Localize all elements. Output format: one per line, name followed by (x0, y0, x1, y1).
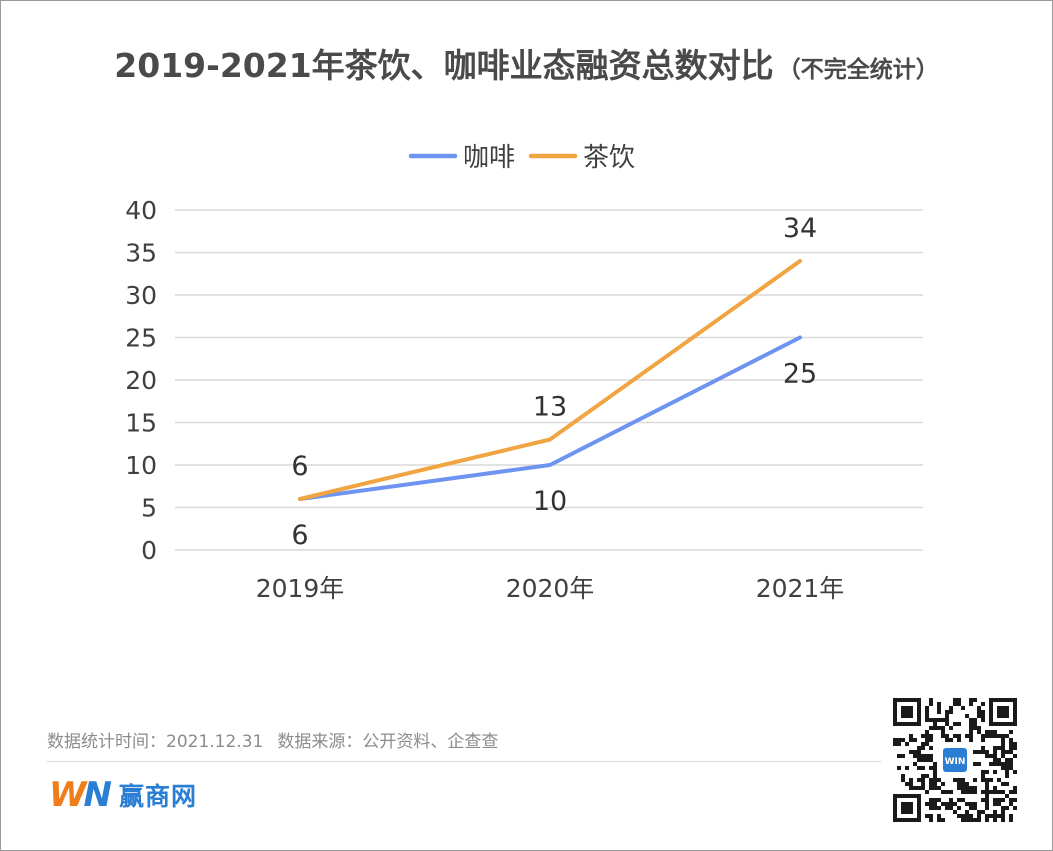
y-tick-label: 15 (125, 409, 157, 438)
svg-text:WIN: WIN (945, 757, 966, 767)
brand-name: 赢商网 (118, 782, 197, 811)
x-tick-label: 2020年 (506, 574, 595, 603)
footer-notes: 数据统计时间：2021.12.31 数据来源：公开资料、企查查 (47, 727, 512, 752)
y-tick-label: 20 (125, 366, 157, 395)
data-label: 34 (783, 213, 817, 244)
series-lines (298, 259, 802, 501)
title-subtitle: （不完全统计） (777, 57, 939, 83)
data-label: 6 (291, 451, 308, 482)
series-line-咖啡 (298, 335, 802, 501)
data-label: 10 (533, 486, 567, 517)
logo-mark: WN (49, 775, 112, 815)
y-tick-label: 40 (125, 196, 157, 225)
footer-divider (47, 761, 881, 762)
y-tick-label: 25 (125, 324, 157, 353)
y-tick-label: 30 (125, 281, 157, 310)
qr-code-icon: WIN (891, 698, 1019, 822)
data-label: 25 (783, 359, 817, 390)
x-tick-label: 2019年 (256, 574, 345, 603)
chart-title: 2019-2021年茶饮、咖啡业态融资总数对比 （不完全统计） (1, 39, 1052, 87)
data-source: 数据来源：公开资料、企查查 (277, 732, 499, 752)
series-line-茶饮 (298, 259, 802, 501)
y-tick-label: 10 (125, 451, 157, 480)
y-tick-label: 5 (141, 494, 157, 523)
legend-label: 茶饮 (583, 143, 635, 173)
data-label: 6 (291, 520, 308, 551)
x-tick-label: 2021年 (756, 574, 845, 603)
stat-date: 数据统计时间：2021.12.31 (47, 732, 264, 752)
brand-logo: WN 赢商网 (49, 775, 197, 815)
y-axis: 0 5 10 15 20 25 30 35 40 (125, 196, 157, 565)
legend-label: 咖啡 (463, 143, 515, 173)
x-axis: 2019年 2020年 2021年 (256, 574, 845, 603)
legend: 咖啡 茶饮 (408, 143, 635, 173)
line-chart: 0 5 10 15 20 25 30 35 40 2019年 2020年 2021年 6 10 25 6 1… (125, 143, 923, 603)
y-tick-label: 35 (125, 239, 157, 268)
data-labels: 6 10 25 6 13 34 (291, 213, 817, 551)
data-label: 13 (533, 392, 567, 423)
title-main: 2019-2021年茶饮、咖啡业态融资总数对比 (114, 46, 774, 85)
y-tick-label: 0 (141, 536, 157, 565)
